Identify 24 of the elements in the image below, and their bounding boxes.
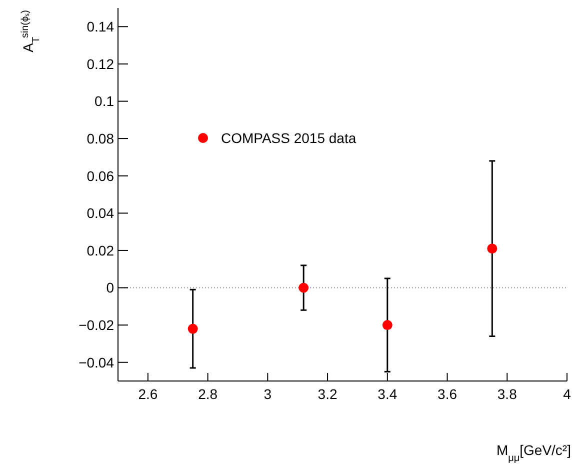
point [298,282,309,293]
y-tick-label: 0.14 [86,18,114,35]
y-tick-label: 0.12 [86,56,114,72]
legend-label: COMPASS 2015 data [221,130,356,146]
y-tick-label: 0 [106,280,114,296]
point [382,320,392,330]
x-tick-label: 3.2 [318,386,338,402]
x-tick-label: 3.4 [378,386,398,402]
x-tick-label: 3.6 [438,386,458,402]
x-tick-label: 2.8 [198,386,218,402]
y-tick-label: −0.04 [78,354,114,370]
y-tick-label: 0.06 [86,168,114,184]
y-tick-label: −0.02 [78,317,114,334]
x-tick-label: 2.6 [138,386,158,402]
point [188,324,198,334]
x-axis-title: M$_{μμ}$[GeV/c²] [496,442,571,464]
point [487,244,498,254]
y-tick-label: 0.02 [86,242,114,258]
y-tick-label: 0.04 [86,205,114,222]
x-tick-label: 3.8 [497,386,518,402]
x-tick-label: 3 [264,386,272,402]
x-tick-label: 4 [563,386,572,402]
y-tick-label: 0.1 [94,93,114,110]
y-tick-label: 0.08 [86,130,114,147]
